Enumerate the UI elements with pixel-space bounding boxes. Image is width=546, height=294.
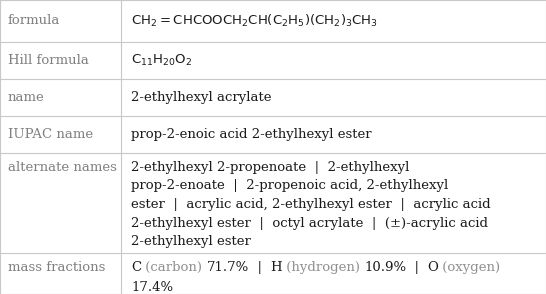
Text: $\mathrm{C_{11}H_{20}O_2}$: $\mathrm{C_{11}H_{20}O_2}$ xyxy=(131,53,192,68)
Text: O: O xyxy=(428,261,438,274)
Text: Hill formula: Hill formula xyxy=(8,54,89,67)
Text: H: H xyxy=(270,261,282,274)
Text: alternate names: alternate names xyxy=(8,161,117,174)
Text: |: | xyxy=(406,261,428,274)
Text: (oxygen): (oxygen) xyxy=(438,261,501,274)
Text: name: name xyxy=(8,91,45,104)
Text: mass fractions: mass fractions xyxy=(8,261,105,274)
Text: 2-ethylhexyl 2-propenoate  |  2-ethylhexyl
prop-2-enoate  |  2-propenoic acid, 2: 2-ethylhexyl 2-propenoate | 2-ethylhexyl… xyxy=(131,161,491,248)
Text: (hydrogen): (hydrogen) xyxy=(282,261,364,274)
Text: formula: formula xyxy=(8,14,61,28)
Text: |: | xyxy=(248,261,270,274)
Text: 17.4%: 17.4% xyxy=(131,281,173,294)
Text: prop-2-enoic acid 2-ethylhexyl ester: prop-2-enoic acid 2-ethylhexyl ester xyxy=(131,128,372,141)
Text: 10.9%: 10.9% xyxy=(364,261,406,274)
Text: C: C xyxy=(131,261,141,274)
Text: 71.7%: 71.7% xyxy=(206,261,248,274)
Text: (carbon): (carbon) xyxy=(141,261,206,274)
Text: 2-ethylhexyl acrylate: 2-ethylhexyl acrylate xyxy=(131,91,271,104)
Text: IUPAC name: IUPAC name xyxy=(8,128,93,141)
Text: $\mathrm{CH_2{=}CHCOOCH_2CH(C_2H_5)(CH_2)_3CH_3}$: $\mathrm{CH_2{=}CHCOOCH_2CH(C_2H_5)(CH_2… xyxy=(131,13,378,29)
